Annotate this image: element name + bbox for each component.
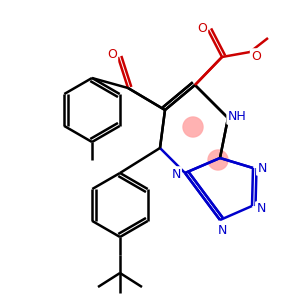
Text: N: N <box>217 224 227 236</box>
Circle shape <box>183 117 203 137</box>
Text: NH: NH <box>228 110 246 124</box>
Text: O: O <box>251 50 261 62</box>
Text: N: N <box>256 202 266 215</box>
Text: N: N <box>257 161 267 175</box>
Text: O: O <box>107 49 117 62</box>
Circle shape <box>208 150 228 170</box>
Text: N: N <box>171 167 181 181</box>
Text: O: O <box>197 22 207 34</box>
